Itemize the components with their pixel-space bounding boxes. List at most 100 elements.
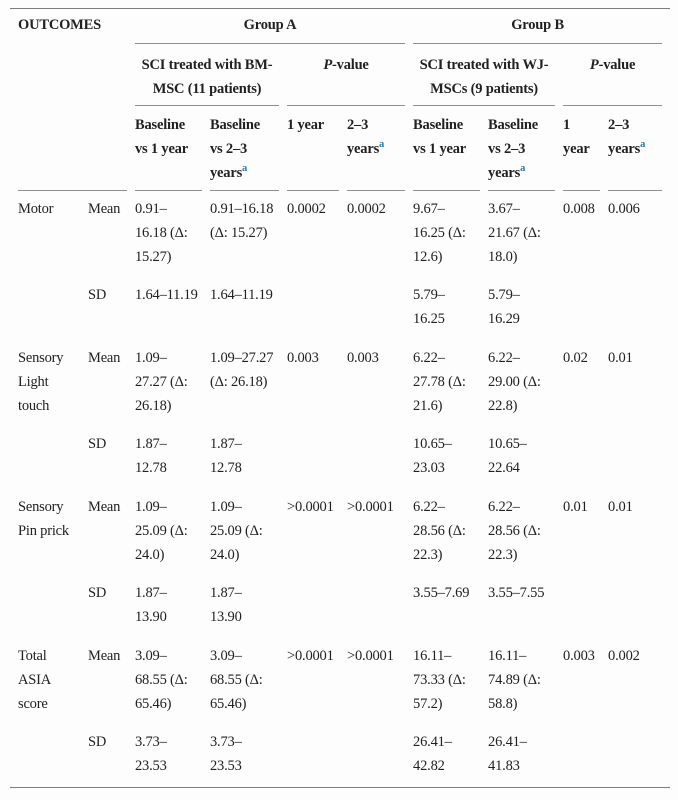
footnote-marker-a: a: [520, 163, 526, 175]
value-cell: 3.55–7.69: [413, 585, 470, 601]
p-value-label: -value: [332, 57, 369, 73]
col-header-a-baseline-vs-2-3years: Baseline vs 2–3 yearsa: [210, 106, 279, 191]
value-cell: 1.87– 12.78: [135, 436, 167, 476]
stat-label: Mean: [88, 499, 121, 515]
group-a-cohort-label: SCI treated with BM- MSC (11 patients): [141, 57, 273, 97]
stat-label: Mean: [88, 648, 121, 664]
group-b-cohort-label: SCI treated with WJ- MSCs (9 patients): [419, 57, 549, 97]
table-row-sensory-pin-prick-mean: Sensory Pin prick Mean 1.09– 25.09 (Δ: 2…: [18, 489, 662, 575]
col-header-label: Baseline vs 2–3 years: [488, 117, 539, 181]
value-cell: 6.22– 28.56 (Δ: 22.3): [488, 499, 541, 563]
value-cell: 5.79– 16.25: [413, 287, 445, 327]
value-cell: 16.11– 73.33 (Δ: 57.2): [413, 648, 466, 712]
value-cell: 3.09– 68.55 (Δ: 65.46): [135, 648, 188, 712]
pvalue-cell: 0.006: [608, 201, 640, 217]
pvalue-cell: [563, 277, 600, 340]
pvalue-cell: [287, 426, 339, 489]
pvalue-cell: 0.01: [608, 350, 633, 366]
pvalue-cell: 0.003: [347, 350, 379, 366]
pvalue-cell: 0.02: [563, 350, 588, 366]
pvalue-cell: 0.003: [287, 350, 319, 366]
value-cell: 3.67– 21.67 (Δ: 18.0): [488, 201, 541, 265]
pvalue-cell: [347, 724, 405, 787]
group-b-header: Group B: [413, 9, 663, 44]
stat-label: Mean: [88, 350, 121, 366]
value-cell: 1.87– 13.90: [210, 585, 242, 625]
pvalue-cell: [608, 277, 662, 340]
value-cell: 26.41– 42.82: [413, 734, 452, 774]
value-cell: 10.65– 22.64: [488, 436, 527, 476]
col-header-label: 2–3 years: [347, 117, 380, 157]
stat-label: SD: [88, 436, 107, 452]
pvalue-cell: 0.0002: [287, 201, 326, 217]
pvalue-cell: >0.0001: [287, 648, 334, 664]
value-cell: 3.55–7.55: [488, 585, 545, 601]
col-header-label: 1 year: [287, 117, 325, 133]
col-header-a-pvalue-2-3years: 2–3 yearsa: [347, 106, 406, 191]
value-cell: 1.87– 12.78: [210, 436, 242, 476]
stat-label: SD: [88, 734, 107, 750]
table-row-motor-sd: SD 1.64–11.19 1.64–11.19 5.79– 16.25 5.7…: [18, 277, 662, 340]
table-row-motor-mean: Motor Mean 0.91– 16.18 (Δ: 15.27) 0.91–1…: [18, 191, 662, 277]
pvalue-cell: 0.01: [563, 499, 588, 515]
col-header-b-pvalue-2-3years: 2–3 yearsa: [608, 106, 663, 191]
value-cell: 5.79– 16.29: [488, 287, 520, 327]
pvalue-cell: [563, 575, 600, 638]
table-row-sensory-light-touch-mean: Sensory Light touch Mean 1.09– 27.27 (Δ:…: [18, 340, 662, 426]
pvalue-cell: [563, 724, 600, 787]
pvalue-cell: [608, 724, 662, 787]
header-row-comparisons: Baseline vs 1 year Baseline vs 2–3 years…: [18, 106, 663, 191]
header-row-groups: OUTCOMES Group A Group B: [18, 9, 663, 191]
footnote-marker-a: a: [640, 139, 646, 151]
value-cell: 6.22– 27.78 (Δ: 21.6): [413, 350, 466, 414]
value-cell: 3.73– 23.53: [135, 734, 167, 774]
value-cell: 1.09–27.27 (Δ: 26.18): [210, 350, 274, 390]
pvalue-cell: 0.002: [608, 648, 640, 664]
table-row-total-asia-score-sd: SD 3.73– 23.53 3.73– 23.53 26.41– 42.82 …: [18, 724, 662, 787]
value-cell: 3.09– 68.55 (Δ: 65.46): [210, 648, 263, 712]
outcomes-results-table: OUTCOMES Group A Group B SCI treated wit…: [10, 8, 671, 788]
group-b-pvalue-header: P-value: [563, 44, 663, 106]
pvalue-cell: [608, 575, 662, 638]
pvalue-cell: [347, 426, 405, 489]
p-italic: P: [323, 57, 333, 73]
row-label-sensory-light-touch: Sensory Light touch: [18, 350, 64, 414]
value-cell: 3.73– 23.53: [210, 734, 242, 774]
pvalue-cell: [608, 426, 662, 489]
col-header-label: 1 year: [563, 117, 590, 157]
col-header-b-baseline-vs-2-3years: Baseline vs 2–3 yearsa: [488, 106, 556, 191]
value-cell: 1.09– 25.09 (Δ: 24.0): [135, 499, 188, 563]
pvalue-cell: 0.003: [563, 648, 595, 664]
value-cell: 1.09– 27.27 (Δ: 26.18): [135, 350, 188, 414]
pvalue-cell: >0.0001: [347, 499, 394, 515]
pvalue-cell: >0.0001: [347, 648, 394, 664]
footnote-marker-a: a: [379, 139, 385, 151]
col-header-a-baseline-vs-1year: Baseline vs 1 year: [135, 106, 202, 191]
stat-label: SD: [88, 585, 107, 601]
value-cell: 6.22– 28.56 (Δ: 22.3): [413, 499, 466, 563]
stat-label: SD: [88, 287, 107, 303]
value-cell: 26.41– 41.83: [488, 734, 527, 774]
p-italic: P: [589, 57, 599, 73]
value-cell: 1.64–11.19: [135, 287, 198, 303]
pvalue-cell: 0.0002: [347, 201, 386, 217]
col-header-label: Baseline vs 1 year: [135, 117, 188, 157]
col-header-b-baseline-vs-1year: Baseline vs 1 year: [413, 106, 481, 191]
pvalue-cell: [287, 277, 339, 340]
pvalue-cell: 0.008: [563, 201, 595, 217]
pvalue-cell: >0.0001: [287, 499, 334, 515]
value-cell: 0.91–16.18 (Δ: 15.27): [210, 201, 274, 241]
col-header-label: 2–3 years: [608, 117, 641, 157]
value-cell: 6.22– 29.00 (Δ: 22.8): [488, 350, 541, 414]
pvalue-cell: [347, 277, 405, 340]
value-cell: 1.09– 25.09 (Δ: 24.0): [210, 499, 263, 563]
group-a-pvalue-header: P-value: [287, 44, 406, 106]
pvalue-cell: [287, 724, 339, 787]
group-b-cohort-header: SCI treated with WJ- MSCs (9 patients): [413, 44, 556, 106]
value-cell: 0.91– 16.18 (Δ: 15.27): [135, 201, 188, 265]
pvalue-cell: [563, 426, 600, 489]
pvalue-cell: 0.01: [608, 499, 633, 515]
value-cell: 1.64–11.19: [210, 287, 273, 303]
col-header-label: Baseline vs 2–3 years: [210, 117, 260, 181]
